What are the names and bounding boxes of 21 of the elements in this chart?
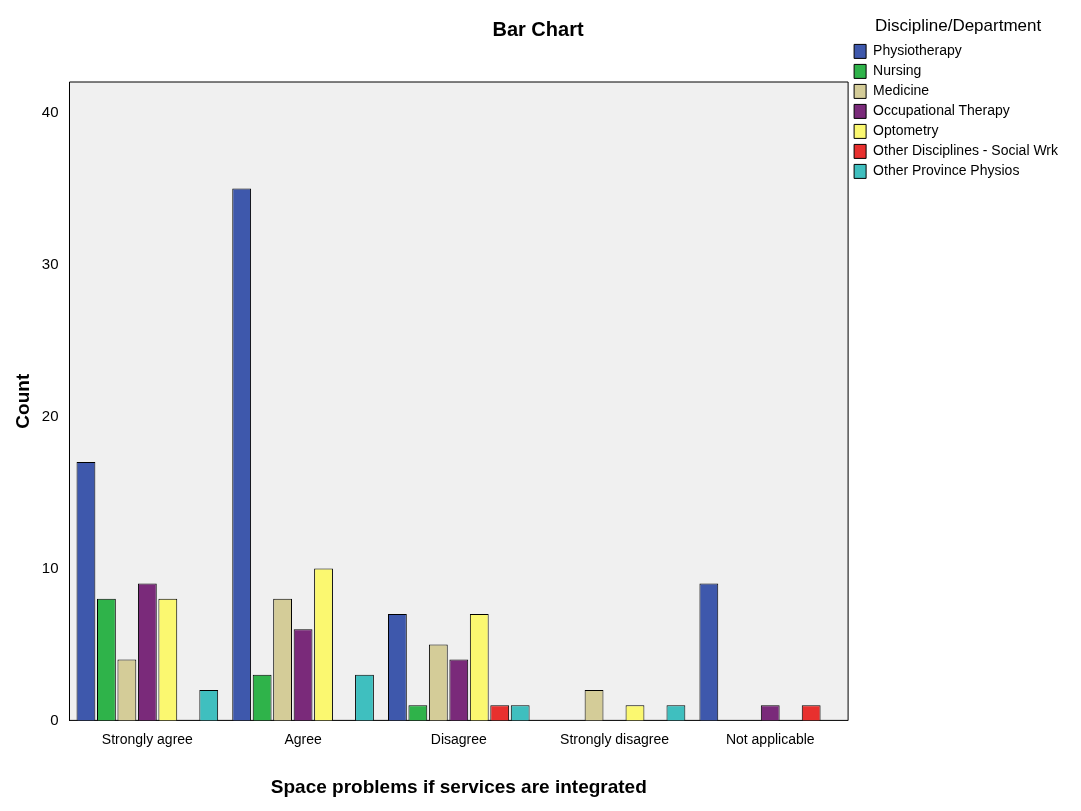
- legend-label: Other Disciplines - Social Wrk: [873, 142, 1059, 159]
- y-tick-label: 40: [41, 102, 59, 120]
- legend-label: Nursing: [873, 62, 922, 79]
- chart-title: Bar Chart: [492, 17, 584, 40]
- y-tick-label: 0: [50, 710, 59, 728]
- x-axis-title: Space problems if services are integrated: [270, 775, 647, 797]
- legend-label: Medicine: [873, 82, 930, 99]
- legend-label: Occupational Therapy: [873, 102, 1010, 119]
- y-tick-label: 30: [41, 254, 59, 272]
- y-tick-label: 20: [41, 406, 59, 424]
- x-tick-label: Strongly agree: [101, 730, 194, 747]
- x-tick-label: Not applicable: [725, 730, 815, 747]
- x-tick-label: Strongly disagree: [560, 730, 670, 747]
- legend-label: Other Province Physios: [873, 162, 1020, 179]
- y-tick-label: 10: [41, 558, 59, 576]
- legend-label: Optometry: [873, 122, 939, 139]
- x-tick-label: Agree: [284, 730, 322, 747]
- y-axis-title: Count: [11, 373, 33, 429]
- legend-label: Physiotherapy: [873, 42, 962, 59]
- legend-title: Discipline/Department: [874, 16, 1042, 36]
- x-tick-label: Disagree: [430, 730, 488, 747]
